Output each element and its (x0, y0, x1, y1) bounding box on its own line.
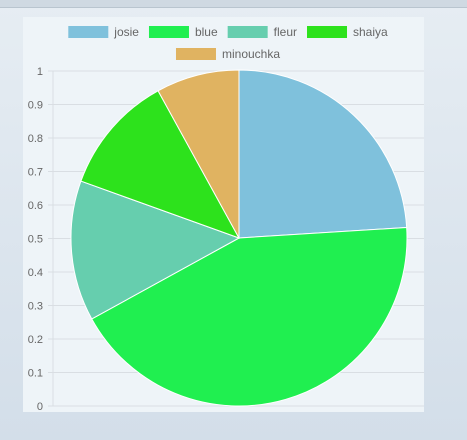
y-tick-label: 0.8 (28, 133, 43, 145)
y-tick-label: 0.3 (28, 301, 43, 313)
legend-item-blue[interactable]: blue (148, 25, 218, 39)
pie-slice-minouchka[interactable] (157, 69, 240, 239)
y-tick-label: 0.6 (28, 200, 43, 212)
pie-slice-josie[interactable] (238, 69, 408, 239)
legend-label: shaiya (353, 25, 388, 39)
legend-item-shaiya[interactable]: shaiya (307, 25, 388, 39)
top-bar (0, 0, 467, 8)
pie-slice-fleur[interactable] (70, 180, 241, 320)
y-tick-label: 1 (37, 66, 43, 78)
legend: josie blue fleur shaiya minouchka (68, 25, 388, 61)
legend-label: minouchka (222, 47, 280, 61)
legend-swatch (175, 48, 216, 60)
legend-swatch (148, 26, 189, 38)
pie-slice-blue[interactable] (91, 226, 408, 407)
legend-item-fleur[interactable]: fleur (227, 25, 297, 39)
legend-swatch (227, 26, 268, 38)
legend-swatch (68, 26, 109, 38)
legend-item-josie[interactable]: josie (68, 25, 139, 39)
y-tick-label: 0.7 (28, 167, 43, 179)
y-tick-label: 0 (37, 401, 43, 413)
legend-label: fleur (274, 25, 297, 39)
legend-swatch (307, 26, 348, 38)
y-tick-label: 0.5 (28, 234, 43, 246)
legend-label: josie (113, 25, 139, 39)
y-tick-label: 0.4 (28, 267, 43, 279)
y-tick-label: 0.9 (28, 100, 43, 112)
legend-label: blue (195, 25, 218, 39)
legend-item-minouchka[interactable]: minouchka (175, 47, 280, 61)
y-tick-label: 0.2 (28, 334, 43, 346)
pie-slices (70, 69, 408, 407)
y-axis: 0 0.1 0.2 0.3 0.4 0.5 0.6 0.7 0.8 0.9 1 (28, 66, 54, 413)
y-tick-label: 0.1 (28, 368, 43, 380)
pie-slice-shaiya[interactable] (80, 90, 241, 239)
